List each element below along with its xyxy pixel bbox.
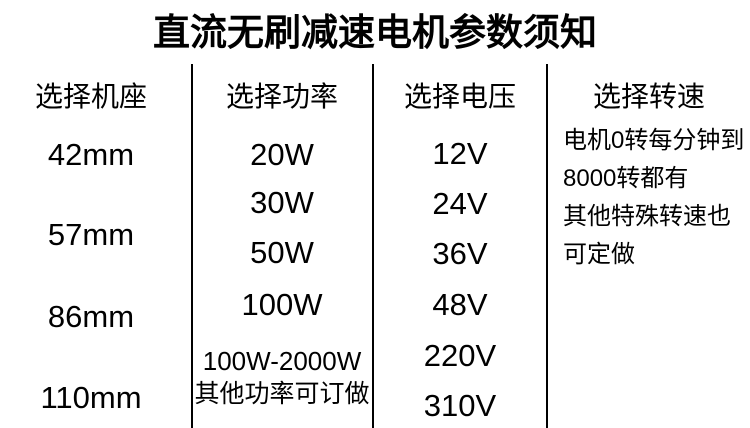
voltage-option-36v: 36V — [432, 236, 488, 271]
power-option-100w: 100W — [241, 287, 323, 322]
power-option-20w: 20W — [250, 137, 314, 172]
frame-size-option-110mm: 110mm — [40, 380, 142, 415]
frame-size-option-57mm: 57mm — [47, 217, 135, 252]
voltage-option-310v: 310V — [423, 388, 497, 423]
power-range-note: 100W-2000W — [202, 346, 362, 376]
speed-note-line-3: 其他特殊转速也 — [563, 203, 731, 230]
frame-size-option-42mm: 42mm — [47, 137, 135, 172]
speed-note: 电机0转每分钟到 8000转都有 其他特殊转速也 可定做 — [563, 122, 750, 274]
power-option-50w: 50W — [250, 235, 314, 270]
column-divider-3 — [546, 64, 548, 428]
speed-note-line-1: 电机0转每分钟到 — [563, 127, 745, 154]
frame-size-option-86mm: 86mm — [47, 299, 135, 334]
power-option-30w: 30W — [250, 185, 314, 220]
column-header-power: 选择功率 — [225, 81, 338, 112]
column-header-voltage: 选择电压 — [403, 81, 516, 112]
column-divider-1 — [191, 64, 193, 428]
page-title: 直流无刷减速电机参数须知 — [153, 12, 597, 53]
speed-note-line-4: 可定做 — [563, 241, 635, 268]
power-custom-note: 其他功率可订做 — [194, 380, 370, 408]
column-header-speed: 选择转速 — [592, 81, 705, 112]
column-divider-2 — [372, 64, 374, 428]
voltage-option-220v: 220V — [423, 338, 497, 373]
voltage-option-24v: 24V — [432, 186, 488, 221]
speed-note-line-2: 8000转都有 — [563, 165, 689, 192]
voltage-option-48v: 48V — [432, 287, 488, 322]
voltage-option-12v: 12V — [432, 136, 488, 171]
column-header-frame-size: 选择机座 — [34, 81, 147, 112]
